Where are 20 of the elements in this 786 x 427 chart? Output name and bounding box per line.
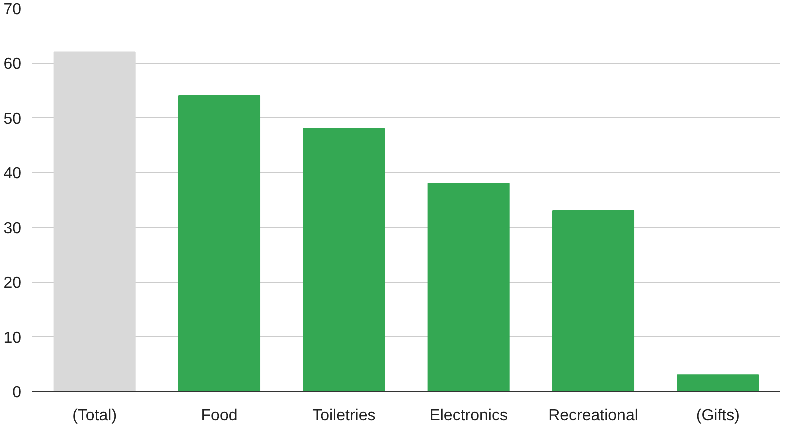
x-tick-label: Toiletries	[312, 408, 376, 424]
x-tick-label: Food	[201, 408, 238, 424]
bar	[54, 52, 136, 392]
y-tick-label: 30	[4, 220, 22, 238]
x-tick-label: (Gifts)	[696, 408, 740, 424]
x-tick-label: Electronics	[430, 408, 508, 424]
bar	[303, 128, 386, 392]
bar	[428, 183, 510, 392]
x-tick-label: Recreational	[548, 408, 638, 424]
bar	[178, 96, 261, 392]
bar	[552, 210, 635, 392]
bar	[677, 374, 760, 392]
y-tick-label: 20	[4, 275, 22, 292]
y-tick-label: 50	[4, 110, 22, 128]
x-tick-label: (Total)	[72, 408, 118, 424]
y-tick-label: 60	[4, 56, 22, 74]
y-tick-label: 70	[4, 2, 22, 18]
y-tick-label: 0	[12, 384, 22, 402]
y-tick-label: 40	[4, 166, 22, 183]
y-tick-label: 10	[4, 330, 22, 347]
